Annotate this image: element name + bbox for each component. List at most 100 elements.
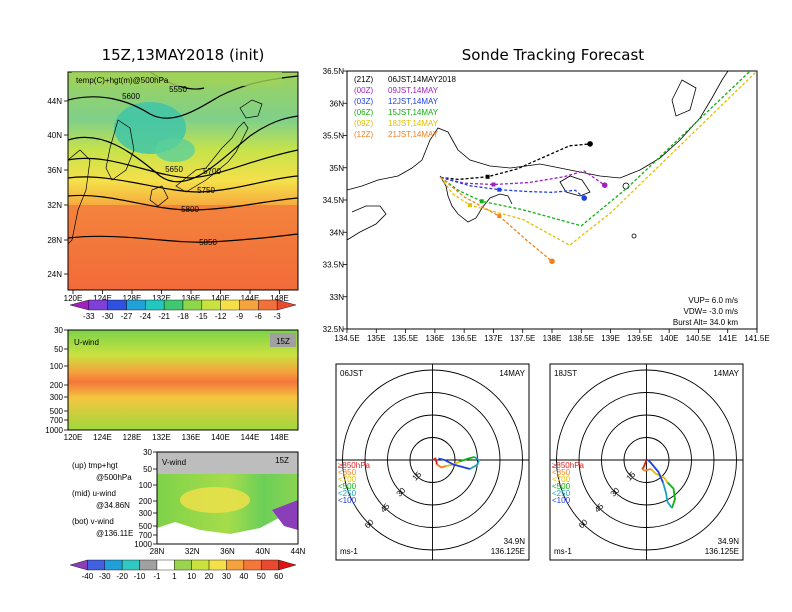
contour-5800	[68, 194, 298, 211]
colorbar-tick-label: -6	[255, 312, 263, 321]
colorbar-swatch	[107, 299, 127, 311]
pressure-tick-label: 100	[139, 481, 153, 490]
legend-time: 06JST,14MAY2018	[388, 75, 456, 84]
track-burst-marker	[491, 182, 496, 187]
lon-tick-label: 137.5E	[510, 334, 535, 343]
lon-tick-label: 139.5E	[627, 334, 652, 343]
colorbar-tick-label: 40	[239, 572, 248, 581]
lat-tick-label: 36N	[329, 99, 344, 108]
colorbar-swatch	[174, 559, 192, 571]
lon-tick-label: 140E	[211, 294, 230, 303]
legend-note-line2: @34.86N	[96, 501, 130, 510]
track-legend: (21Z) 06JST,14MAY2018 (00Z) 09JST,14MAY (03Z…	[354, 75, 456, 139]
track-line	[440, 143, 591, 181]
track-burst-marker	[485, 174, 490, 179]
lon-tick-label: 148E	[270, 294, 289, 303]
lon-tick-label: 144E	[241, 433, 260, 442]
vwind-lat-ticks: 28N 32N 36N 40N 44N	[150, 547, 306, 556]
colorbar-swatch	[163, 299, 184, 311]
level-legend: <100	[338, 496, 357, 505]
level-legend: ≥850hPa	[338, 461, 371, 470]
islet	[631, 233, 637, 239]
lat-tick-label: 33.5N	[323, 261, 345, 270]
right-title: Sonde Tracking Forecast	[462, 46, 645, 64]
colorbar-tick-label: -12	[215, 312, 227, 321]
hokkaido-coastline	[239, 99, 263, 119]
uwind-time: 15Z	[276, 337, 290, 346]
hodograph-lon: 136.125E	[705, 547, 739, 556]
colorbar-tick-label: 1	[172, 572, 177, 581]
kii-peninsula	[439, 175, 513, 223]
lon-tick-label: 140.5E	[686, 334, 711, 343]
track-params: VUP= 6.0 m/s VDW= -3.0 m/s Burst Alt= 34.0…	[673, 296, 738, 327]
lat-tick-label: 44N	[47, 97, 62, 106]
lon-tick-label: 132E	[152, 433, 171, 442]
lat-tick-label: 34N	[329, 228, 344, 237]
colorbar-swatch	[278, 559, 297, 571]
contour-5750	[68, 175, 298, 193]
map-500hpa-panel: temp(C)+hgt(m)@500hPa 5550 5600 5650 5700 57…	[47, 71, 299, 321]
lat-tick-label: 32N	[185, 547, 200, 556]
legend-time: 09JST,14MAY	[388, 86, 439, 95]
uwind-time-bg	[270, 333, 296, 347]
vwind-time: 15Z	[275, 456, 289, 465]
hodograph-segment	[436, 463, 447, 469]
lon-tick-label: 136E	[182, 294, 201, 303]
hodograph-lon: 136.125E	[491, 547, 525, 556]
track-map-frame	[346, 70, 758, 330]
track-end-point	[587, 141, 593, 147]
uwind-field	[68, 330, 298, 430]
lon-tick-label: 135.5E	[393, 334, 418, 343]
colorbar-tick-label: 50	[257, 572, 266, 581]
colorbar-tick-label: -33	[83, 312, 95, 321]
hodograph-unit: ms-1	[554, 547, 572, 556]
lon-tick-label: 124E	[93, 433, 112, 442]
track-map-panel: (21Z) 06JST,14MAY2018 (00Z) 09JST,14MAY (03Z…	[323, 67, 770, 343]
hodograph-segment	[666, 481, 676, 509]
colorbar-tick-label: -18	[177, 312, 189, 321]
vwind-terrain	[157, 506, 298, 544]
legend-code: (06Z)	[354, 108, 373, 117]
colorbar-swatch	[87, 559, 105, 571]
lon-tick-label: 138E	[543, 334, 562, 343]
korea-coastline	[105, 119, 135, 181]
china-coastline	[68, 149, 91, 245]
colorbar-swatch	[126, 299, 146, 311]
contour-label: 5550	[169, 85, 187, 94]
colorbar-tick-label: 10	[187, 572, 196, 581]
colorbar-tick-label: -30	[102, 312, 114, 321]
lon-tick-label: 136.5E	[451, 334, 476, 343]
map-500hpa-lat-ticks: 44N 40N 36N 32N 28N 24N	[47, 97, 68, 279]
lon-tick-label: 134.5E	[334, 334, 359, 343]
track-param: Burst Alt= 34.0 km	[673, 318, 738, 327]
lat-tick-label: 35N	[329, 164, 344, 173]
hodograph-date: 14MAY	[713, 369, 739, 378]
colorbar-tick-label: 20	[205, 572, 214, 581]
lon-tick-label: 138.5E	[569, 334, 594, 343]
lat-tick-label: 40N	[47, 131, 62, 140]
vwind-south-flow	[272, 500, 298, 530]
honshu-coast	[347, 71, 729, 191]
lon-tick-label: 140E	[211, 433, 230, 442]
pressure-tick-label: 100	[50, 362, 64, 371]
lon-tick-label: 144E	[241, 294, 260, 303]
lon-tick-label: 136E	[426, 334, 445, 343]
pressure-tick-label: 200	[50, 381, 64, 390]
colorbar-swatch	[69, 559, 88, 571]
pressure-tick-label: 300	[50, 393, 64, 402]
lat-tick-label: 34.5N	[323, 196, 345, 205]
level-legend: ≥850hPa	[552, 461, 585, 470]
lon-tick-label: 140E	[660, 334, 679, 343]
uwind-lon-ticks: 120E 124E 128E 132E 136E 140E 144E 148E	[64, 433, 289, 442]
pressure-tick-label: 700	[50, 416, 64, 425]
panel-legend-notes: (up) tmp+hgt @500hPa (mid) u-wind @34.86N (b…	[72, 461, 133, 538]
vwind-stratosphere	[157, 452, 298, 474]
colorbar-swatch	[226, 559, 245, 571]
lat-tick-label: 36.5N	[323, 67, 345, 76]
colorbar-tick-label: -30	[99, 572, 111, 581]
pressure-tick-label: 50	[143, 465, 152, 474]
